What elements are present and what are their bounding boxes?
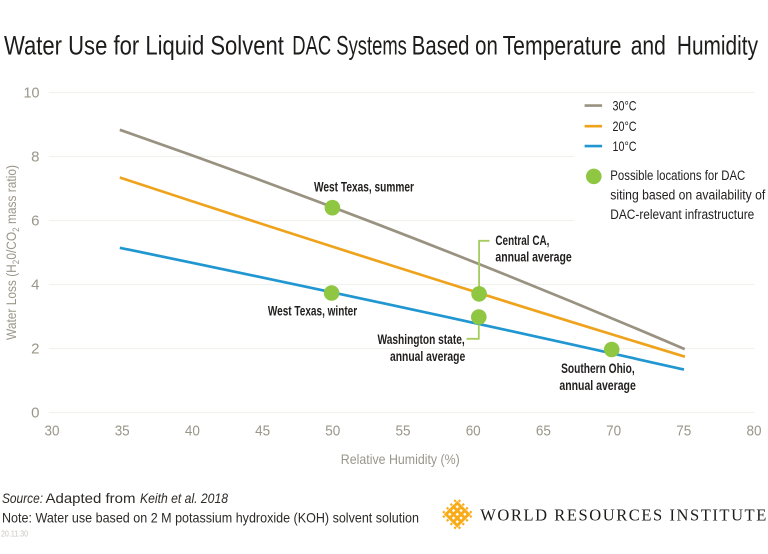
svg-text:40: 40 <box>185 423 200 440</box>
svg-text:West Texas, summer: West Texas, summer <box>314 179 415 194</box>
svg-text:WORLD RESOURCES INSTITUTE: WORLD RESOURCES INSTITUTE <box>480 505 766 524</box>
svg-text:10°C: 10°C <box>613 138 637 154</box>
svg-text:Southern Ohio,: Southern Ohio, <box>561 361 635 376</box>
svg-text:siting based on availability o: siting based on availability of <box>610 188 765 203</box>
svg-text:Temperature: Temperature <box>503 30 622 60</box>
svg-text:75: 75 <box>676 423 691 440</box>
svg-text:annual average: annual average <box>559 378 636 393</box>
svg-text:45: 45 <box>255 423 270 440</box>
svg-text:and: and <box>631 30 666 60</box>
svg-text:Washington state,: Washington state, <box>378 332 465 347</box>
svg-text:Adapted from: Adapted from <box>46 490 136 506</box>
svg-text:10: 10 <box>24 85 40 102</box>
svg-text:8: 8 <box>31 149 39 166</box>
svg-text:35: 35 <box>115 423 130 440</box>
svg-text:Keith et al. 2018: Keith et al. 2018 <box>140 490 228 506</box>
svg-text:Possible locations for DAC: Possible locations for DAC <box>610 168 745 183</box>
svg-text:2: 2 <box>31 341 39 358</box>
svg-text:Source:: Source: <box>2 490 43 506</box>
svg-text:Water Loss (H20/CO2 mass ratio: Water Loss (H20/CO2 mass ratio) <box>3 165 22 340</box>
svg-text:West Texas, winter: West Texas, winter <box>268 304 358 319</box>
svg-text:20°C: 20°C <box>613 118 637 134</box>
svg-text:DAC-relevant infrastructure: DAC-relevant infrastructure <box>610 207 754 222</box>
svg-text:0: 0 <box>31 405 39 422</box>
svg-text:30: 30 <box>45 423 60 440</box>
svg-text:6: 6 <box>31 213 39 230</box>
svg-text:Based on: Based on <box>412 30 498 60</box>
svg-text:65: 65 <box>536 423 551 440</box>
svg-text:70: 70 <box>606 423 621 440</box>
svg-text:50: 50 <box>325 423 340 440</box>
svg-text:4: 4 <box>31 277 39 294</box>
svg-text:30°C: 30°C <box>613 97 637 113</box>
svg-text:55: 55 <box>396 423 411 440</box>
svg-text:60: 60 <box>466 423 481 440</box>
svg-text:DAC Systems: DAC Systems <box>292 30 407 60</box>
svg-text:Water Use for Liquid Solvent: Water Use for Liquid Solvent <box>4 30 284 60</box>
svg-text:80: 80 <box>747 423 762 440</box>
svg-text:Relative Humidity (%): Relative Humidity (%) <box>341 451 460 467</box>
svg-text:Central CA,: Central CA, <box>495 233 549 248</box>
svg-text:annual average: annual average <box>390 349 466 364</box>
svg-text:20.11.30: 20.11.30 <box>1 530 28 539</box>
svg-text:annual average: annual average <box>495 250 572 265</box>
svg-text:Note: Water use based on 2 M p: Note: Water use based on 2 M potassium h… <box>2 510 419 526</box>
svg-text:Humidity: Humidity <box>677 30 759 60</box>
